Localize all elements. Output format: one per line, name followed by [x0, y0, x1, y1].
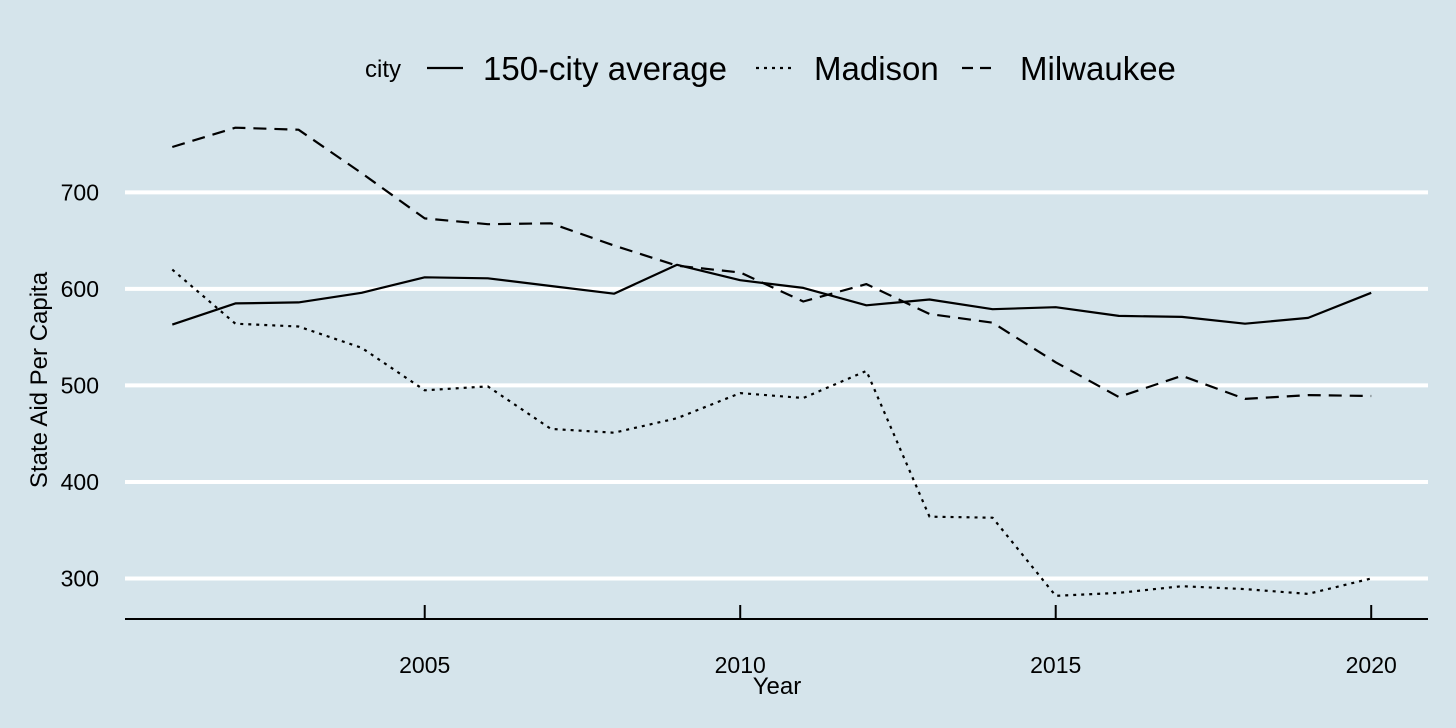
- series-line-150-city-average: [171, 263, 1372, 326]
- series-line-milwaukee: [171, 126, 1372, 400]
- y-tick-label-300: 300: [61, 565, 99, 591]
- series-lines: [171, 126, 1372, 597]
- legend: city 150-city average Madison Milwaukee: [365, 50, 1176, 87]
- x-tick-label-2005: 2005: [399, 652, 450, 678]
- y-tick-label-600: 600: [61, 276, 99, 302]
- y-axis-title: State Aid Per Capita: [26, 271, 53, 488]
- x-axis-title: Year: [753, 673, 802, 700]
- gridlines: [125, 190, 1428, 581]
- axes: 2005 2010 2015 2020 300 400 500 600 700: [61, 179, 1428, 678]
- x-tick-label-2020: 2020: [1346, 652, 1397, 678]
- legend-label-milwaukee: Milwaukee: [1020, 50, 1176, 87]
- y-tick-label-500: 500: [61, 372, 99, 398]
- y-tick-label-400: 400: [61, 469, 99, 495]
- series-line-madison: [171, 268, 1372, 597]
- y-tick-label-700: 700: [61, 179, 99, 205]
- legend-label-150-city-average: 150-city average: [483, 50, 727, 87]
- x-tick-label-2015: 2015: [1030, 652, 1081, 678]
- legend-label-madison: Madison: [814, 50, 939, 87]
- x-tick-label-2010: 2010: [715, 652, 766, 678]
- legend-title: city: [365, 56, 401, 83]
